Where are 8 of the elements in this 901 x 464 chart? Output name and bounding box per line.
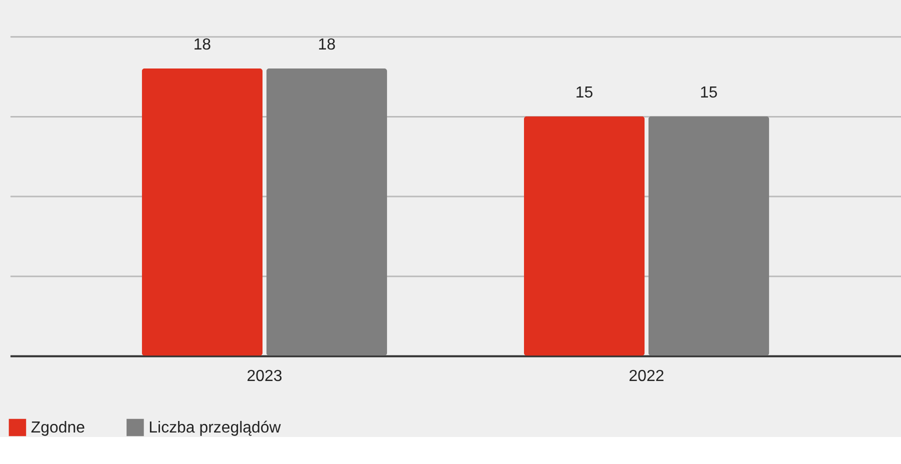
data-label: 18 bbox=[318, 36, 336, 54]
data-label: 15 bbox=[575, 84, 594, 102]
legend-label: Liczba przeglądów bbox=[148, 419, 282, 436]
data-label: 18 bbox=[193, 36, 212, 54]
data-label: 15 bbox=[700, 84, 718, 102]
legend-label: Zgodne bbox=[30, 419, 86, 436]
x-tick-label: 2023 bbox=[246, 368, 282, 386]
x-tick-label: 2022 bbox=[628, 368, 664, 386]
